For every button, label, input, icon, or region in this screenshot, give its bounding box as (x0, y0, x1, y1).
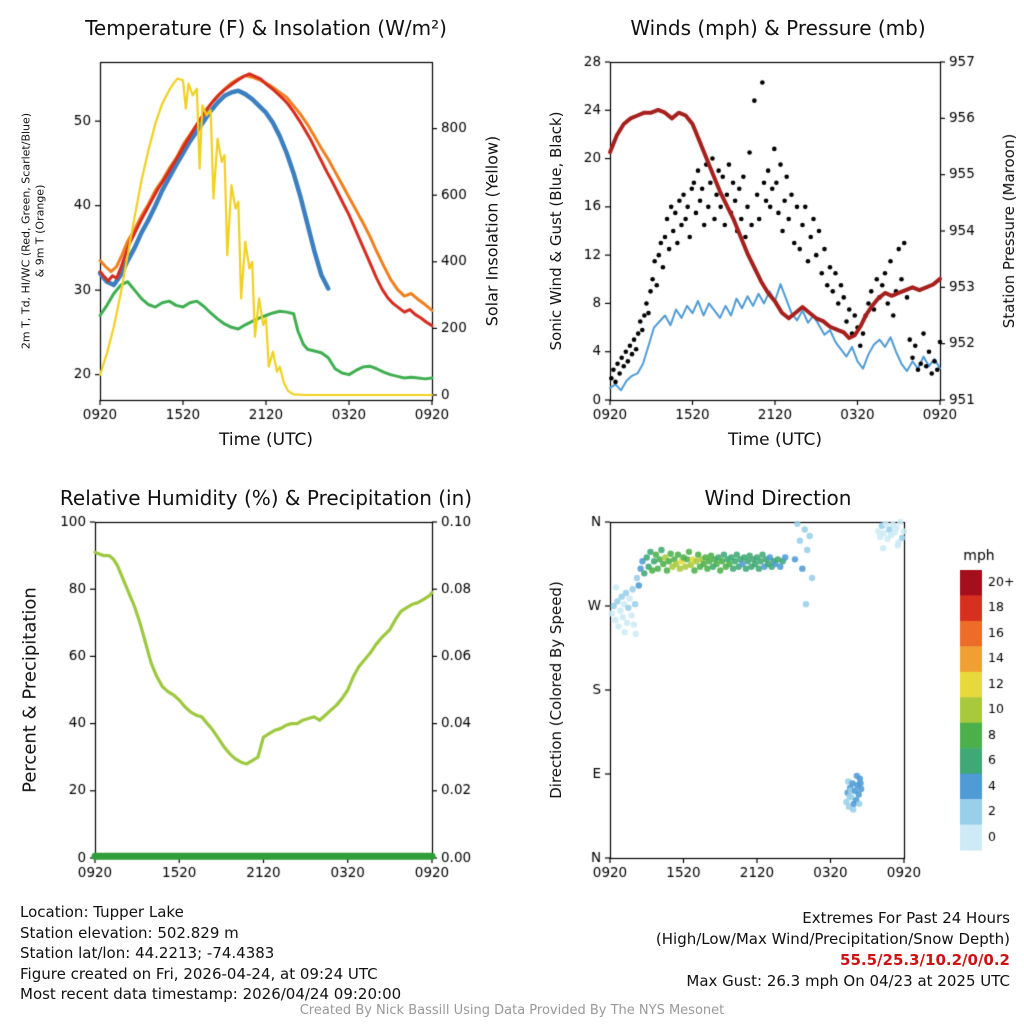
data-timestamp: Most recent data timestamp: 2026/04/24 0… (20, 985, 402, 1003)
max-gust: Max Gust: 26.3 mph On 04/23 at 2025 UTC (686, 972, 1010, 990)
x-axis-label-time-1: Time (UTC) (219, 430, 313, 450)
y-axis-label-percent-left: Percent & Precipitation (19, 587, 41, 793)
extremes-title: Extremes For Past 24 Hours (802, 909, 1010, 927)
extremes-info: Extremes For Past 24 Hours (High/Low/Max… (656, 908, 1010, 992)
footer: Location: Tupper Lake Station elevation:… (0, 900, 1024, 1024)
winds-pressure-plot (512, 0, 1024, 470)
station-info: Location: Tupper Lake Station elevation:… (20, 902, 401, 1005)
chart-title-humidity: Relative Humidity (%) & Precipitation (i… (59, 486, 473, 510)
chart-title-temperature: Temperature (F) & Insolation (W/m²) (85, 16, 447, 40)
y-axis-label-wind-left: Sonic Wind & Gust (Blue, Black) (547, 111, 565, 351)
credit-line: Created By Nick Bassill Using Data Provi… (299, 1003, 725, 1018)
humidity-precipitation-plot (0, 470, 512, 900)
y-axis-label-temp-left-line2: & 9m T (Orange) (33, 184, 47, 278)
extremes-subtitle: (High/Low/Max Wind/Precipitation/Snow De… (655, 930, 1010, 948)
station-location: Location: Tupper Lake (20, 903, 184, 921)
temperature-insolation-plot (0, 0, 512, 470)
chart-wind-direction: Wind Direction Direction (Colored By Spe… (512, 470, 1024, 900)
chart-winds-pressure: Winds (mph) & Pressure (mb) Sonic Wind &… (512, 0, 1024, 470)
chart-title-winds: Winds (mph) & Pressure (mb) (630, 16, 926, 40)
chart-humidity-precipitation: Relative Humidity (%) & Precipitation (i… (0, 470, 512, 900)
wind-direction-plot (512, 470, 1024, 900)
extremes-values: 55.5/25.3/10.2/0/0.2 (840, 951, 1010, 969)
y-axis-label-pressure-right: Station Pressure (Maroon) (1000, 133, 1018, 329)
figure-created: Figure created on Fri, 2026-04-24, at 09… (20, 964, 378, 983)
station-elevation: Station elevation: 502.829 m (20, 923, 239, 942)
chart-temperature-insolation: Temperature (F) & Insolation (W/m²) 2m T… (0, 0, 512, 470)
station-latlon: Station lat/lon: 44.2213; -74.4383 (20, 944, 275, 962)
y-axis-label-insolation-right: Solar Insolation (Yellow) (482, 135, 502, 327)
y-axis-label-direction-left: Direction (Colored By Speed) (547, 581, 565, 799)
x-axis-label-time-2: Time (UTC) (728, 430, 822, 450)
y-axis-label-temp-left-line1: 2m T, Td, HI/WC (Red, Green, Scarlet/Blu… (19, 112, 33, 350)
chart-title-wind-direction: Wind Direction (704, 486, 852, 510)
